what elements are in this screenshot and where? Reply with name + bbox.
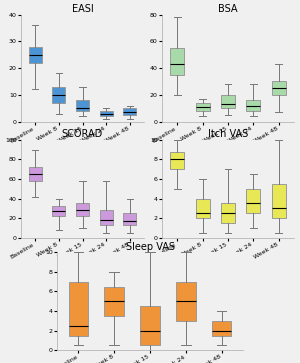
PathPatch shape (140, 306, 160, 346)
PathPatch shape (272, 81, 286, 95)
PathPatch shape (196, 199, 210, 218)
PathPatch shape (29, 167, 42, 181)
Title: SCORAD: SCORAD (62, 129, 103, 139)
PathPatch shape (76, 203, 89, 216)
PathPatch shape (246, 100, 260, 111)
PathPatch shape (123, 213, 136, 225)
PathPatch shape (196, 103, 210, 111)
PathPatch shape (176, 282, 196, 321)
PathPatch shape (246, 189, 260, 213)
Title: Itch VAS: Itch VAS (208, 129, 248, 139)
PathPatch shape (272, 184, 286, 218)
PathPatch shape (52, 87, 65, 103)
Title: Sleep VAS: Sleep VAS (125, 241, 175, 252)
PathPatch shape (29, 47, 42, 63)
PathPatch shape (123, 108, 136, 115)
PathPatch shape (100, 210, 113, 225)
PathPatch shape (221, 203, 235, 223)
Title: EASI: EASI (72, 4, 93, 14)
PathPatch shape (69, 282, 88, 335)
PathPatch shape (104, 287, 124, 316)
PathPatch shape (221, 95, 235, 108)
PathPatch shape (170, 151, 184, 169)
PathPatch shape (100, 111, 113, 116)
PathPatch shape (212, 321, 231, 335)
PathPatch shape (170, 48, 184, 75)
PathPatch shape (52, 207, 65, 216)
Title: BSA: BSA (218, 4, 238, 14)
PathPatch shape (76, 100, 89, 111)
